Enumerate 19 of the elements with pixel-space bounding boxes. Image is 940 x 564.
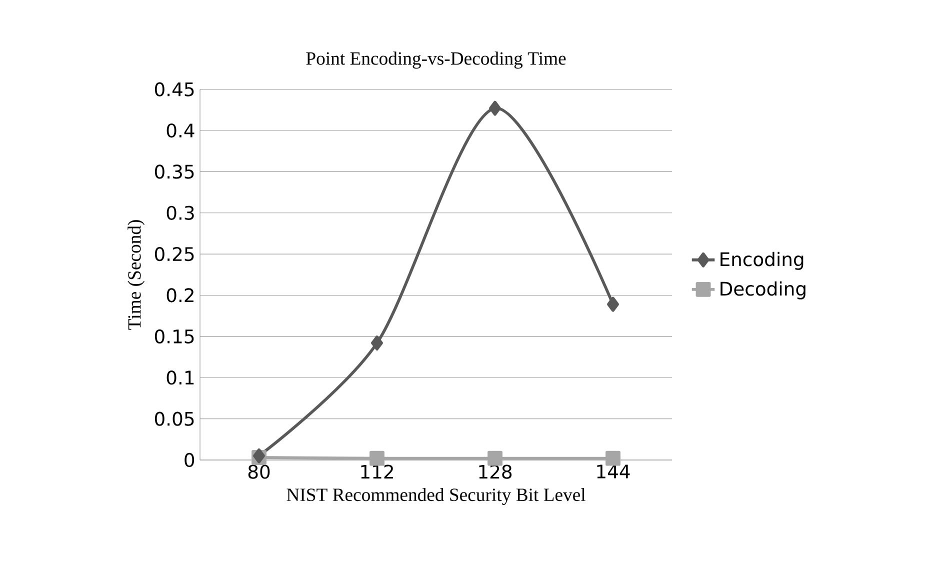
y-axis-title: Time (Second) bbox=[128, 220, 145, 330]
y-tick-label: 0.35 bbox=[154, 164, 194, 179]
y-tick-label: 0.3 bbox=[166, 206, 194, 220]
y-tick-label: 0.25 bbox=[154, 247, 194, 262]
legend-label: Encoding bbox=[720, 252, 804, 270]
x-tick-label: 144 bbox=[597, 464, 630, 478]
y-tick-label: 0.1 bbox=[166, 370, 194, 385]
y-tick-label: 0.05 bbox=[154, 412, 194, 426]
x-tick-label: 112 bbox=[361, 464, 393, 479]
legend-label: Decoding bbox=[720, 281, 806, 300]
x-tick-label: 80 bbox=[248, 464, 270, 479]
y-tick-label: 0.45 bbox=[154, 82, 194, 96]
chart-title: Point Encoding-vs-Decoding Time bbox=[306, 52, 566, 69]
y-tick-label: 0.15 bbox=[154, 329, 194, 344]
y-tick-label: 0.4 bbox=[166, 123, 194, 138]
x-axis-title: NIST Recommended Security Bit Level bbox=[286, 488, 586, 505]
x-tick-label: 128 bbox=[479, 464, 512, 479]
y-tick-label: 0 bbox=[184, 452, 194, 468]
y-tick-label: 0.2 bbox=[166, 288, 194, 302]
